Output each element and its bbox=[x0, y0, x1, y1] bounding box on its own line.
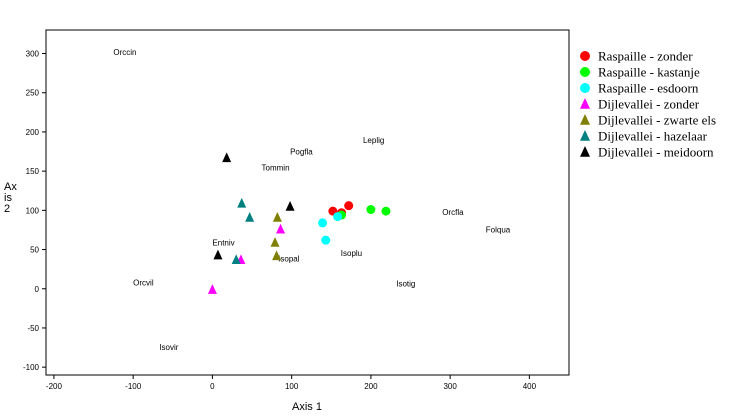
species-label: Isovir bbox=[159, 343, 178, 352]
legend-label: Dijlevallei - hazelaar bbox=[598, 129, 708, 144]
data-point bbox=[272, 211, 282, 222]
x-tick-label: -100 bbox=[125, 382, 142, 391]
y-tick-label: 150 bbox=[26, 167, 40, 176]
legend-marker bbox=[580, 146, 590, 157]
y-axis-ticks: -100 -50 0 50 100 150 200 250 300 bbox=[23, 50, 46, 372]
legend-label: Raspaille - zonder bbox=[598, 49, 693, 64]
data-point bbox=[231, 254, 241, 265]
legend-marker bbox=[580, 130, 590, 141]
data-point bbox=[222, 152, 232, 163]
data-point bbox=[333, 212, 343, 222]
x-tick-label: 300 bbox=[443, 382, 457, 391]
legend-marker bbox=[580, 51, 590, 61]
data-point bbox=[237, 197, 247, 208]
x-tick-label: 200 bbox=[364, 382, 378, 391]
species-label: Orcfla bbox=[442, 208, 464, 217]
x-axis-ticks: -200 -100 0 100 200 300 400 bbox=[46, 375, 537, 391]
species-label: Isoplu bbox=[341, 249, 362, 258]
legend-label: Dijlevallei - meidoorn bbox=[598, 145, 714, 160]
data-point bbox=[270, 237, 280, 247]
x-tick-label: -200 bbox=[46, 382, 63, 391]
data-point bbox=[366, 205, 376, 215]
species-label: Leplig bbox=[363, 136, 384, 145]
y-tick-label: 0 bbox=[35, 285, 40, 294]
y-tick-label: 100 bbox=[26, 206, 40, 215]
y-tick-label: -100 bbox=[23, 363, 40, 372]
x-axis-title: Axis 1 bbox=[292, 401, 322, 413]
legend-label: Raspaille - esdoorn bbox=[598, 81, 699, 96]
y-tick-label: 50 bbox=[30, 246, 39, 255]
species-label: Orccin bbox=[113, 48, 136, 57]
data-point bbox=[321, 235, 331, 245]
data-point bbox=[344, 201, 354, 211]
y-axis-title: Ax is 2 bbox=[4, 181, 17, 215]
x-tick-label: 400 bbox=[523, 382, 537, 391]
species-label: Folqua bbox=[486, 225, 511, 234]
species-label: Isotig bbox=[396, 279, 415, 288]
data-point bbox=[318, 218, 328, 228]
species-label: Entniv bbox=[212, 239, 234, 248]
legend-marker bbox=[580, 83, 590, 93]
y-tick-label: 200 bbox=[26, 128, 40, 137]
data-point bbox=[285, 201, 295, 211]
x-tick-label: 0 bbox=[210, 382, 215, 391]
y-tick-label: 250 bbox=[26, 89, 40, 98]
data-point bbox=[276, 223, 286, 234]
data-point bbox=[381, 206, 391, 216]
plot-area bbox=[45, 29, 570, 376]
species-label: Orcvil bbox=[133, 279, 154, 288]
species-label: Isopal bbox=[278, 254, 300, 263]
data-point bbox=[245, 211, 255, 222]
data-point bbox=[272, 250, 282, 261]
legend-marker bbox=[580, 98, 590, 109]
data-point bbox=[207, 284, 217, 294]
legend-marker bbox=[580, 114, 590, 125]
legend-label: Raspaille - kastanje bbox=[598, 65, 700, 80]
species-label: Tommin bbox=[262, 163, 290, 172]
legend-marker bbox=[580, 67, 590, 77]
y-tick-label: -50 bbox=[27, 324, 39, 333]
legend-label: Dijlevallei - zwarte els bbox=[598, 113, 716, 128]
species-label: Pogfla bbox=[290, 148, 313, 157]
y-tick-label: 300 bbox=[26, 50, 40, 59]
data-point bbox=[213, 249, 223, 260]
data-points bbox=[207, 152, 391, 294]
legend-label: Dijlevallei - zonder bbox=[598, 97, 700, 112]
x-tick-label: 100 bbox=[285, 382, 299, 391]
